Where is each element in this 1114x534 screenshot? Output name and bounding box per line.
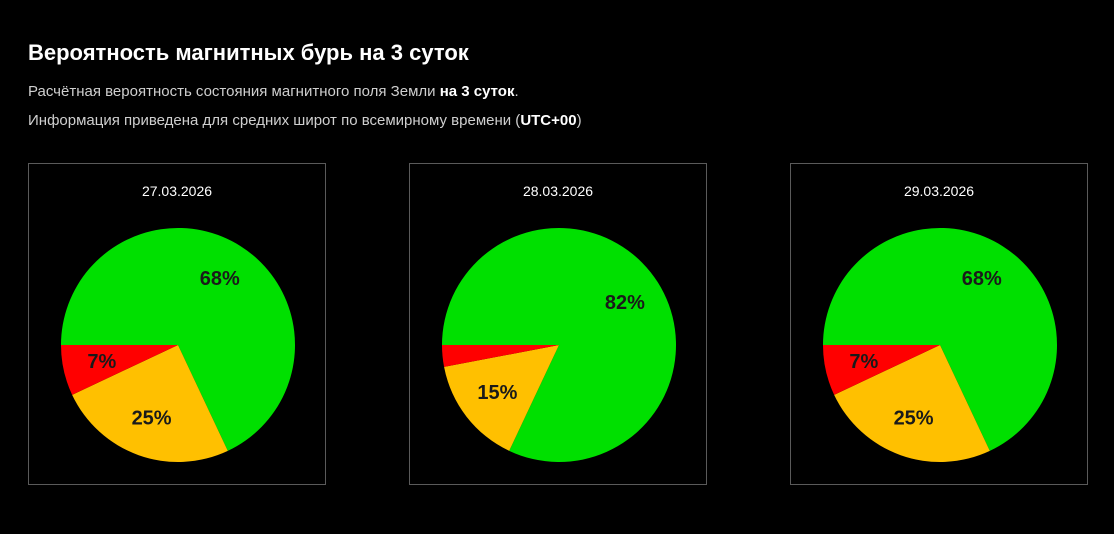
pie-slice-calm [442, 227, 676, 462]
description-text: Информация приведена для средних широт п… [28, 112, 521, 129]
description-text: Расчётная вероятность состояния магнитно… [28, 83, 440, 100]
chart-date: 29.03.2026 [903, 183, 975, 199]
pie-chart: 82% 15% [442, 227, 676, 462]
timezone-label: UTC+00 [520, 112, 577, 129]
pie-label-storm: 7% [849, 351, 878, 373]
pie-label-calm: 82% [605, 292, 645, 314]
pie-chart: 68% 25% 7% [823, 227, 1057, 462]
pie-chart-card: 27.03.2026 68% 25% 7% [28, 163, 326, 485]
page-title: Вероятность магнитных бурь на 3 суток [28, 40, 469, 65]
pie-chart-card: 29.03.2026 68% 25% 7% [790, 163, 1088, 485]
chart-date: 27.03.2026 [141, 183, 213, 199]
pie-label-disturbed: 25% [894, 407, 934, 429]
description-end: . [514, 83, 519, 100]
description-end: ) [576, 112, 582, 129]
chart-date: 28.03.2026 [522, 183, 594, 199]
pie-slice-disturbed [834, 345, 990, 462]
pie-label-calm: 68% [200, 268, 240, 290]
forecast-period: на 3 суток [439, 83, 515, 100]
pie-chart-card: 28.03.2026 82% 15% [409, 163, 707, 485]
description-line-1: Расчётная вероятность состояния магнитно… [28, 83, 519, 100]
description-line-2: Информация приведена для средних широт п… [28, 112, 582, 129]
pie-chart: 68% 25% 7% [61, 227, 295, 462]
pie-slice-storm [442, 345, 559, 367]
pie-label-calm: 68% [962, 268, 1002, 290]
pie-slice-calm [823, 227, 1057, 451]
pie-slice-disturbed [444, 345, 559, 451]
pie-label-disturbed: 25% [132, 407, 172, 429]
pie-slice-storm [823, 345, 940, 395]
pie-label-disturbed: 15% [477, 382, 517, 404]
pie-slice-calm [61, 227, 295, 451]
pie-label-storm: 7% [87, 351, 116, 373]
pie-slice-disturbed [72, 345, 228, 462]
pie-slice-storm [61, 345, 178, 395]
